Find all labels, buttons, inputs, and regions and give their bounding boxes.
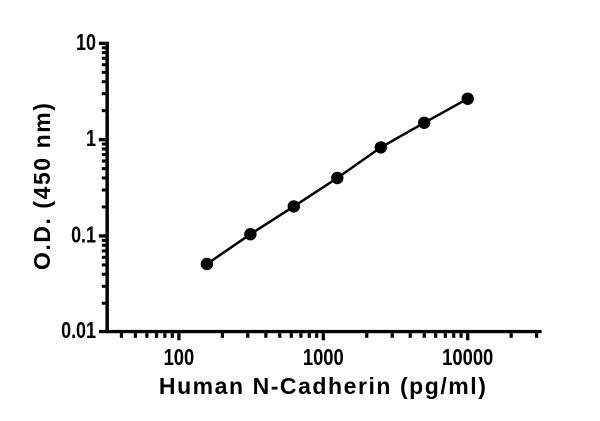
svg-text:10: 10	[76, 30, 96, 56]
svg-text:0.1: 0.1	[71, 222, 96, 248]
svg-text:0.01: 0.01	[61, 318, 96, 344]
svg-text:10000: 10000	[442, 345, 493, 370]
svg-text:100: 100	[164, 345, 195, 370]
svg-text:1: 1	[86, 126, 96, 152]
svg-text:Human N-Cadherin (pg/ml): Human N-Cadherin (pg/ml)	[159, 373, 488, 399]
svg-text:1000: 1000	[303, 345, 344, 370]
svg-text:O.D. (450 nm): O.D. (450 nm)	[29, 102, 55, 270]
